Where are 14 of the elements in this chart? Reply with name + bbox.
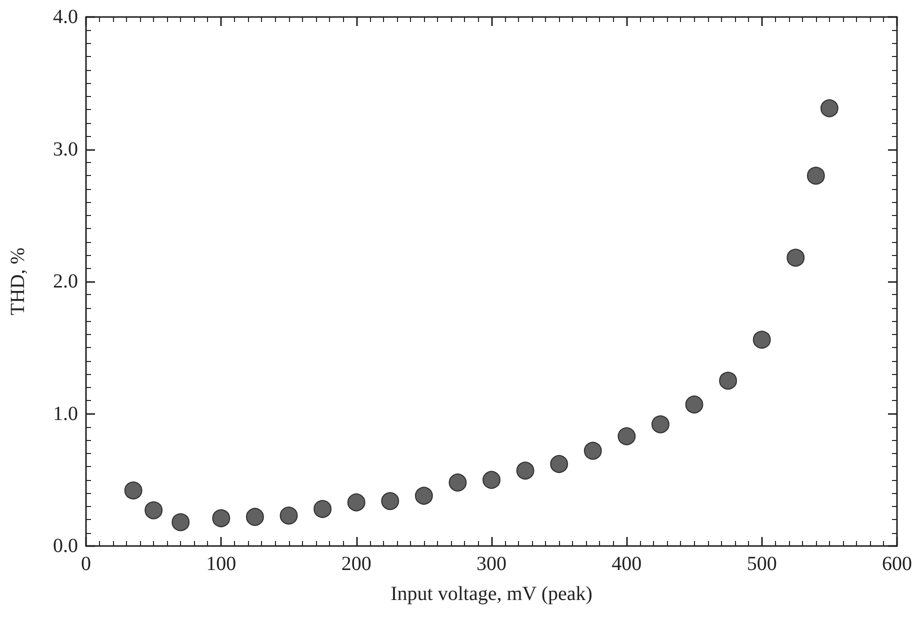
y-tick-label: 0.0 bbox=[53, 535, 78, 557]
y-tick-label: 1.0 bbox=[53, 402, 78, 425]
y-tick-label: 3.0 bbox=[53, 138, 78, 160]
x-tick-label: 0 bbox=[81, 553, 91, 575]
y-axis-title: THD, % bbox=[7, 248, 29, 316]
x-tick-label: 400 bbox=[612, 553, 642, 575]
x-tick-label: 500 bbox=[746, 553, 777, 575]
x-tick-label: 200 bbox=[341, 553, 372, 575]
x-tick-label: 600 bbox=[882, 553, 912, 575]
x-tick-label: 100 bbox=[206, 553, 236, 575]
y-tick-label: 2.0 bbox=[53, 270, 78, 292]
x-tick-label: 300 bbox=[476, 553, 506, 575]
x-axis-title: Input voltage, mV (peak) bbox=[390, 583, 592, 605]
y-tick-label: 4.0 bbox=[53, 6, 78, 28]
